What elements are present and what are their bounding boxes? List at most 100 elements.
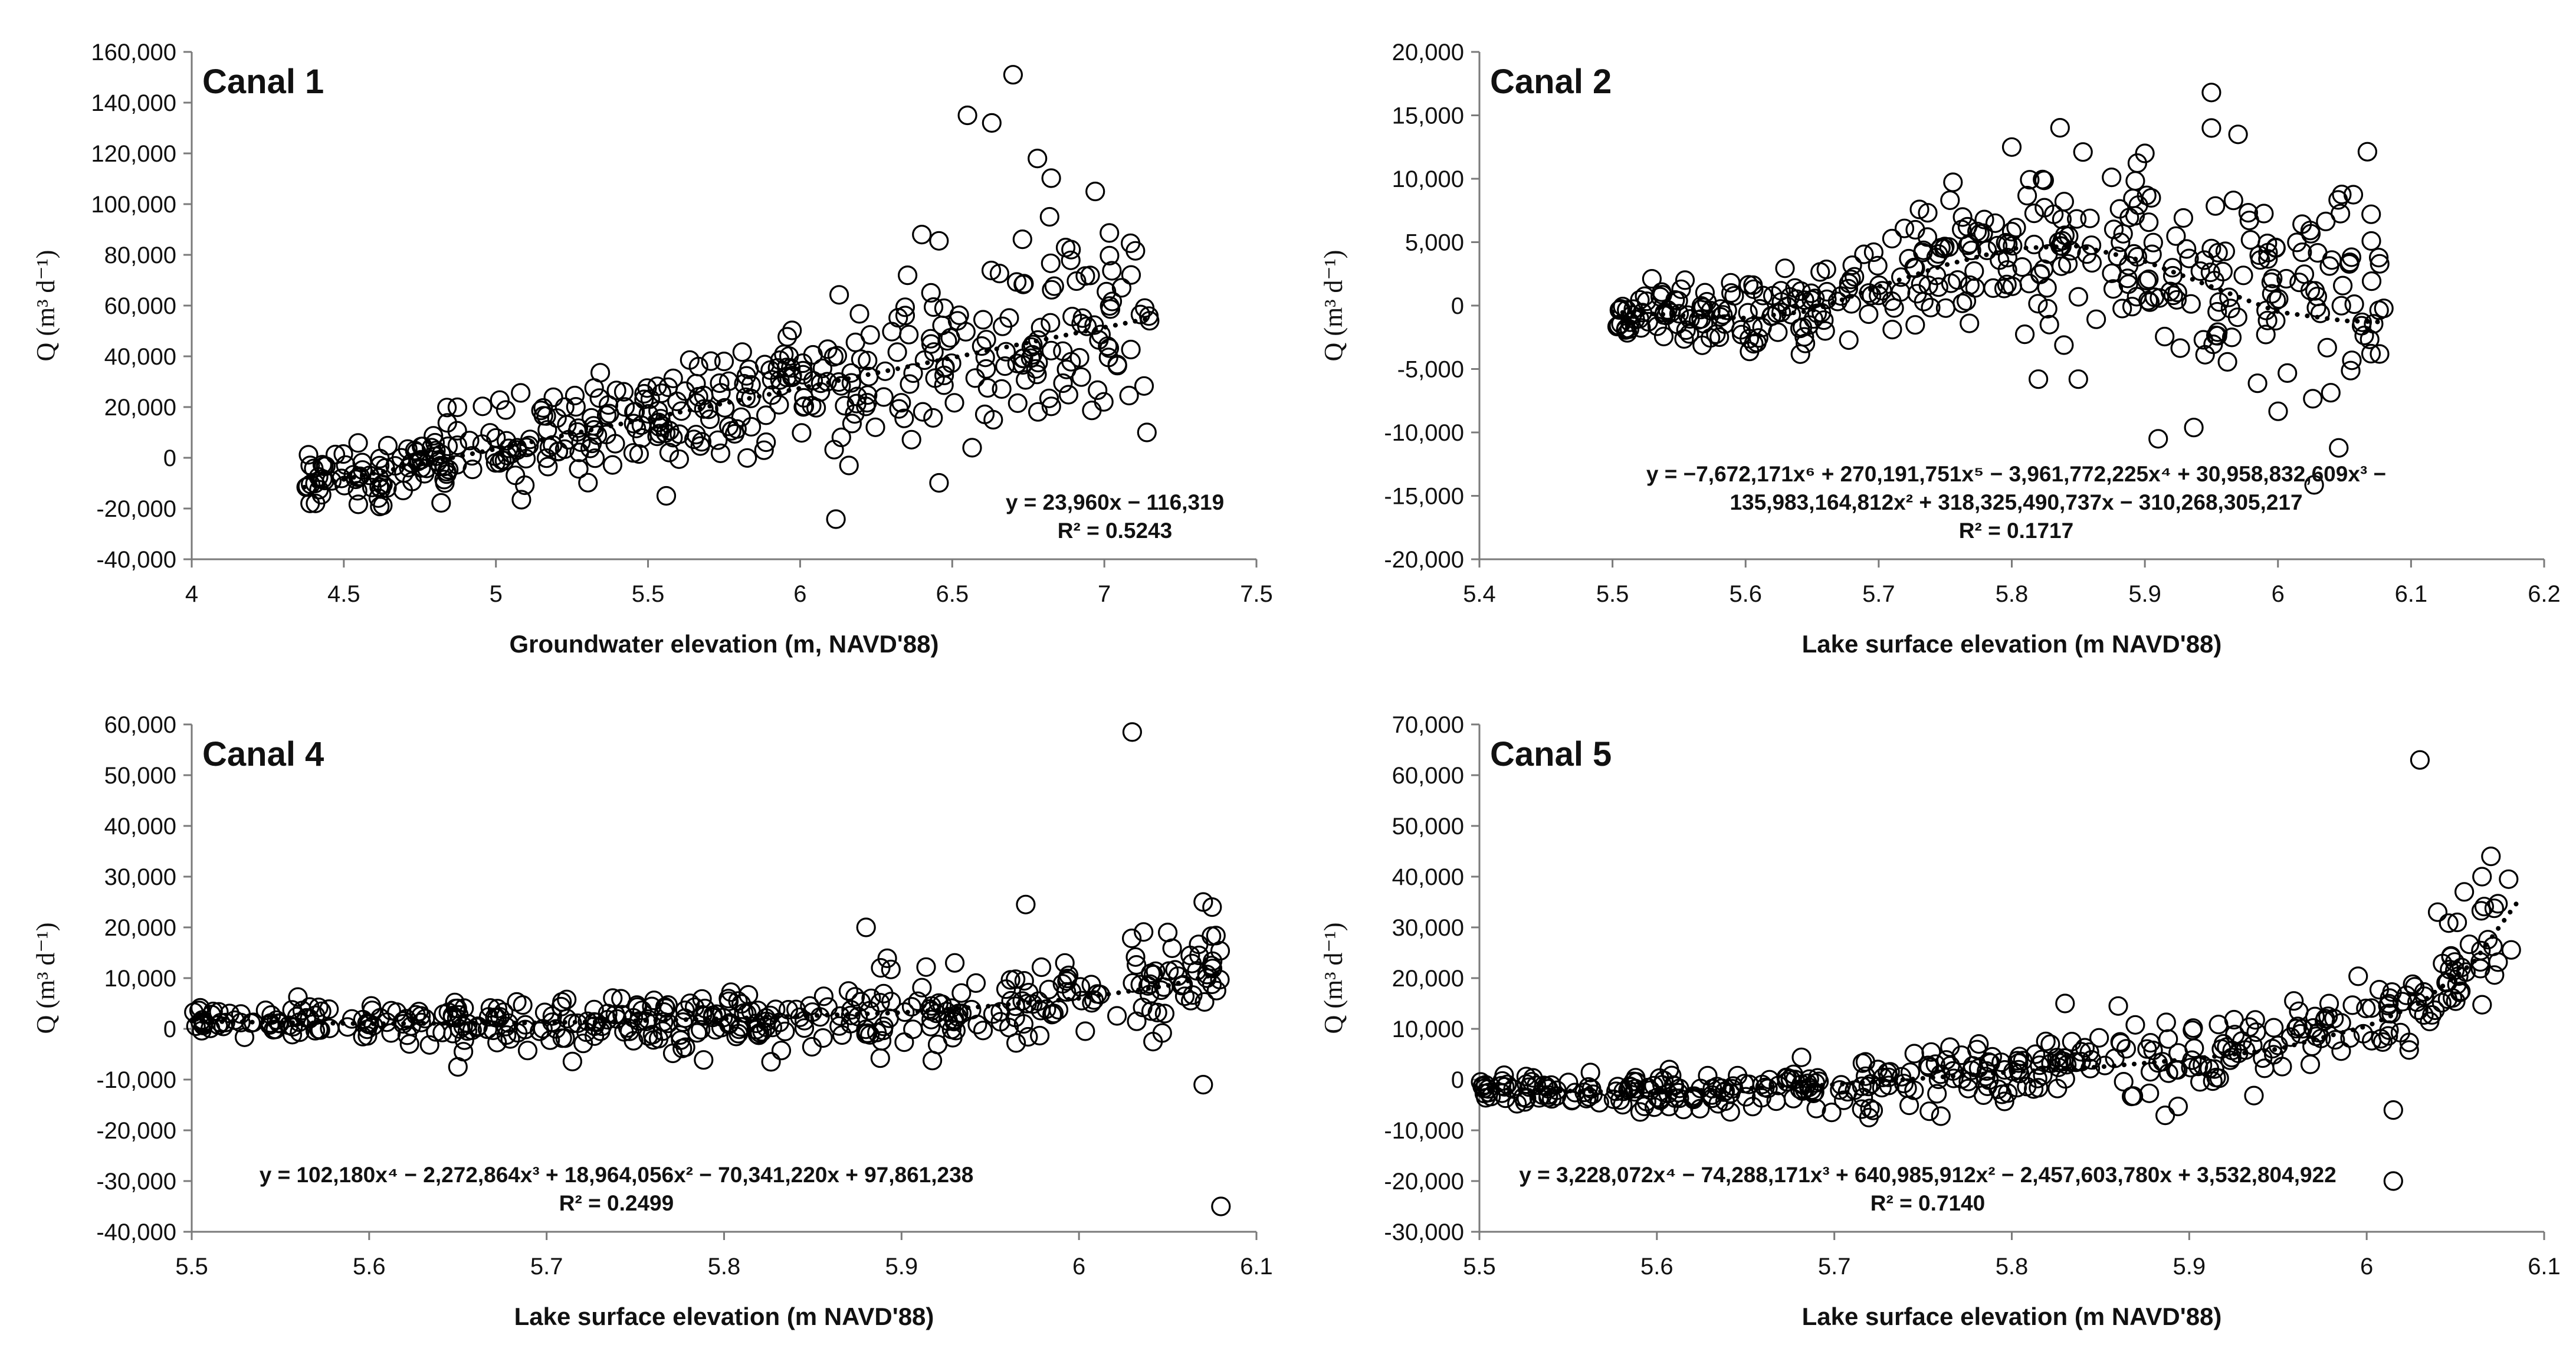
data-point [714, 351, 734, 372]
data-point [495, 400, 516, 420]
x-tick-label: 5.7 [1862, 581, 1895, 607]
data-point [749, 1025, 769, 1045]
data-point [803, 370, 823, 391]
data-point [2246, 1022, 2266, 1042]
data-point [1100, 245, 1120, 265]
data-point [658, 377, 678, 398]
data-point [2247, 373, 2267, 393]
data-point [298, 445, 319, 465]
data-point [826, 509, 846, 529]
data-point [1977, 1061, 1997, 1081]
data-point [1928, 277, 1948, 297]
data-point [1899, 1095, 1919, 1116]
data-point [2184, 1038, 2204, 1058]
y-tick-label: 0 [163, 1016, 176, 1042]
data-point [1085, 181, 1105, 202]
data-point [288, 987, 308, 1007]
data-point [2118, 255, 2139, 275]
y-tick-label: -40,000 [96, 547, 176, 573]
data-point [1665, 1088, 1685, 1108]
data-point [895, 297, 915, 317]
data-point [2112, 299, 2132, 319]
data-point [438, 1002, 458, 1022]
data-point [431, 493, 451, 513]
data-point [754, 440, 774, 460]
data-point [858, 1023, 878, 1044]
data-point [944, 393, 964, 413]
data-point [1121, 929, 1142, 949]
data-point [2127, 153, 2148, 173]
data-point [1082, 401, 1102, 421]
data-point [989, 264, 1010, 284]
data-point [438, 436, 458, 457]
x-tick-label: 5 [490, 581, 503, 607]
data-point [585, 1016, 605, 1037]
y-tick-label: -15,000 [1384, 484, 1464, 510]
data-point [1839, 330, 1859, 350]
y-tick-label: 0 [1451, 1067, 1464, 1093]
data-point [434, 470, 454, 490]
data-point [2292, 242, 2312, 263]
data-point [2328, 190, 2348, 210]
data-point [2340, 1028, 2360, 1048]
data-point [457, 1021, 478, 1041]
data-point [1853, 1087, 1873, 1108]
data-point [1801, 283, 1822, 303]
x-tick-label: 6 [793, 581, 806, 607]
data-point [2272, 1057, 2292, 1077]
data-point [2003, 236, 2023, 256]
data-point [632, 1001, 652, 1021]
data-point [1041, 168, 1061, 188]
data-point [690, 436, 710, 456]
data-point [2239, 1017, 2259, 1037]
data-point [447, 397, 468, 418]
data-point [901, 996, 922, 1017]
data-point [1914, 291, 1934, 311]
data-point [1607, 316, 1627, 337]
data-point [2233, 265, 2253, 286]
data-point [2037, 278, 2057, 298]
data-point [1904, 1044, 1924, 1064]
data-point [926, 1003, 947, 1024]
data-point [596, 424, 616, 445]
data-point [1189, 945, 1209, 966]
data-point [190, 998, 211, 1018]
data-point [913, 402, 933, 422]
chart-canal-4: -40,000 -30,000 -20,000 -10,000 0 10,000 20,00… [31, 712, 1273, 1330]
data-point [1623, 299, 1643, 319]
data-point [830, 1006, 851, 1026]
x-axis-label: Lake surface elevation (m NAVD'88) [514, 1303, 934, 1330]
data-point [1202, 897, 1222, 917]
y-tick-label: 30,000 [104, 864, 176, 890]
y-tick-label: 20,000 [104, 915, 176, 941]
data-point [2215, 241, 2236, 261]
x-tick-label: 5.8 [1996, 581, 2029, 607]
data-point [1120, 233, 1141, 253]
data-point [2054, 335, 2074, 355]
data-point [838, 981, 859, 1001]
data-point [839, 455, 859, 475]
data-point [841, 373, 861, 393]
data-point [2361, 204, 2381, 224]
data-point [1041, 253, 1061, 273]
data-point [2168, 1096, 2188, 1117]
data-point [2200, 263, 2220, 283]
data-point [2137, 185, 2157, 205]
data-point [2036, 1031, 2056, 1051]
trendline-equation: y = 102,180x⁴ − 2,272,864x³ + 18,964,056… [260, 1163, 974, 1187]
data-point [2119, 208, 2139, 228]
data-point [362, 477, 382, 498]
data-point [941, 353, 962, 373]
data-point [1189, 934, 1209, 955]
data-point [1771, 292, 1791, 312]
data-point [536, 448, 557, 468]
y-tick-label: -5,000 [1397, 357, 1464, 383]
data-point [762, 370, 782, 390]
data-point [1709, 327, 1730, 347]
data-point [2080, 208, 2100, 228]
data-point [1790, 344, 1810, 364]
data-point [977, 378, 997, 398]
data-point [870, 1048, 890, 1068]
data-point [497, 1025, 517, 1045]
data-point [2351, 316, 2372, 336]
